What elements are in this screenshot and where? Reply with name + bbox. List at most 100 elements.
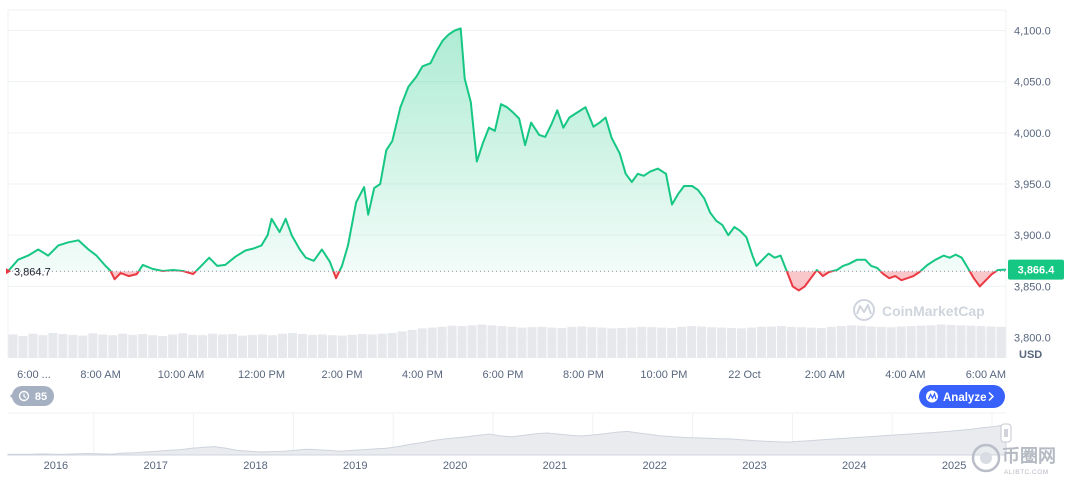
volume-bar <box>916 325 926 358</box>
volume-bar <box>527 327 537 358</box>
volume-bar <box>846 325 856 358</box>
volume-bar <box>687 326 697 358</box>
y-tick-label: 3,950.0 <box>1014 179 1051 191</box>
history-badge-count: 85 <box>35 391 47 403</box>
x-tick-label: 8:00 PM <box>563 369 604 381</box>
baseline-label: 3,864.7 <box>14 266 51 278</box>
brand-name: 币圈网 <box>1002 446 1056 466</box>
volume-bar <box>886 327 896 358</box>
volume-bar <box>317 334 327 358</box>
history-badge-pointer <box>10 391 15 401</box>
volume-bar <box>447 325 457 358</box>
volume-bar <box>347 334 357 358</box>
volume-bar <box>737 328 747 358</box>
volume-bar <box>128 334 138 358</box>
x-tick-label: 8:00 AM <box>80 369 120 381</box>
y-tick-label: 3,900.0 <box>1014 230 1051 242</box>
volume-bar <box>617 327 627 358</box>
x-tick-label: 22 Oct <box>728 369 760 381</box>
overview-year-label: 2023 <box>742 460 766 472</box>
volume-bar <box>208 333 218 358</box>
brand-watermark: 币圈网 ALIBTC.COM <box>971 443 1056 476</box>
volume-bar <box>926 325 936 358</box>
overview-year-label: 2017 <box>143 460 167 472</box>
x-tick-label: 12:00 PM <box>238 369 285 381</box>
overview-chart[interactable]: 2016 2017 2018 2019 2020 2021 2022 2023 2024 2025 <box>7 412 1012 472</box>
volume-bar <box>537 326 547 358</box>
volume-bar <box>78 335 88 358</box>
baseline: 3,864.7 <box>6 266 1006 278</box>
volume-bar <box>18 335 28 358</box>
volume-bar <box>198 335 208 358</box>
volume-bar <box>966 325 976 358</box>
volume-bar <box>337 335 347 358</box>
overview-year-label: 2021 <box>543 460 567 472</box>
coinmarketcap-logo-icon <box>853 299 875 321</box>
volume-bar <box>637 326 647 358</box>
volume-bar <box>657 327 667 358</box>
overview-year-label: 2018 <box>243 460 267 472</box>
watermark-text: CoinMarketCap <box>882 303 985 319</box>
volume-bar <box>836 326 846 358</box>
volume-bar <box>936 324 946 358</box>
history-badge[interactable]: 85 <box>10 386 54 406</box>
volume-bar <box>188 334 198 358</box>
overview-range-handle[interactable] <box>1000 423 1012 443</box>
volume-bar <box>267 335 277 358</box>
volume-bar <box>786 326 796 358</box>
overview-year-label: 2022 <box>642 460 666 472</box>
x-tick-label: 2:00 PM <box>322 369 363 381</box>
volume-bar <box>437 326 447 358</box>
volume-bar <box>727 327 737 358</box>
volume-bar <box>307 334 317 358</box>
analyze-button-bg <box>919 385 1005 408</box>
baseline-marker <box>6 268 11 275</box>
volume-bar <box>218 334 228 358</box>
history-badge-bg <box>12 386 54 406</box>
overview-year-label: 2019 <box>343 460 367 472</box>
volume-bar <box>387 332 397 358</box>
volume-bar <box>38 335 48 358</box>
x-tick-label: 4:00 PM <box>402 369 443 381</box>
volume-bar <box>457 326 467 358</box>
x-tick-label: 10:00 PM <box>640 369 687 381</box>
area-below-baseline <box>110 271 997 291</box>
volume-bar <box>547 327 557 358</box>
volume-bar <box>417 328 427 358</box>
volume-bar <box>88 333 98 358</box>
volume-bar <box>747 327 756 358</box>
volume-bar <box>856 325 866 358</box>
area-above-baseline <box>8 28 1006 272</box>
volume-bar <box>277 333 287 358</box>
volume-bar <box>497 326 507 358</box>
analyze-button[interactable]: Analyze <box>919 385 1005 408</box>
volume-bar <box>467 325 477 358</box>
analyze-label: Analyze <box>943 392 986 404</box>
volume-bar <box>98 334 108 358</box>
x-tick-label: 6:00 PM <box>482 369 523 381</box>
volume-bar <box>487 325 497 358</box>
volume-bar <box>607 328 617 358</box>
chevron-right-icon <box>988 391 995 402</box>
volume-bar <box>258 334 267 358</box>
volume-bar <box>507 326 517 358</box>
y-tick-label: 4,000.0 <box>1014 128 1051 140</box>
price-area <box>8 28 1006 291</box>
volume-bar <box>48 332 58 358</box>
overview-year-label: 2024 <box>842 460 866 472</box>
x-tick-label: 10:00 AM <box>158 369 204 381</box>
volume-bar <box>816 327 826 358</box>
volume-bar <box>108 335 118 358</box>
volume-bar <box>158 335 168 358</box>
volume-bar <box>357 334 367 358</box>
volume-bar <box>896 326 906 358</box>
volume-bar <box>148 335 158 358</box>
volume-bar <box>228 334 238 358</box>
currency-label: USD <box>1019 349 1042 361</box>
volume-bar <box>118 333 128 358</box>
volume-bar <box>557 327 567 358</box>
volume-bar <box>976 326 986 358</box>
y-tick-label: 4,100.0 <box>1014 25 1051 37</box>
volume-bar <box>697 326 707 358</box>
